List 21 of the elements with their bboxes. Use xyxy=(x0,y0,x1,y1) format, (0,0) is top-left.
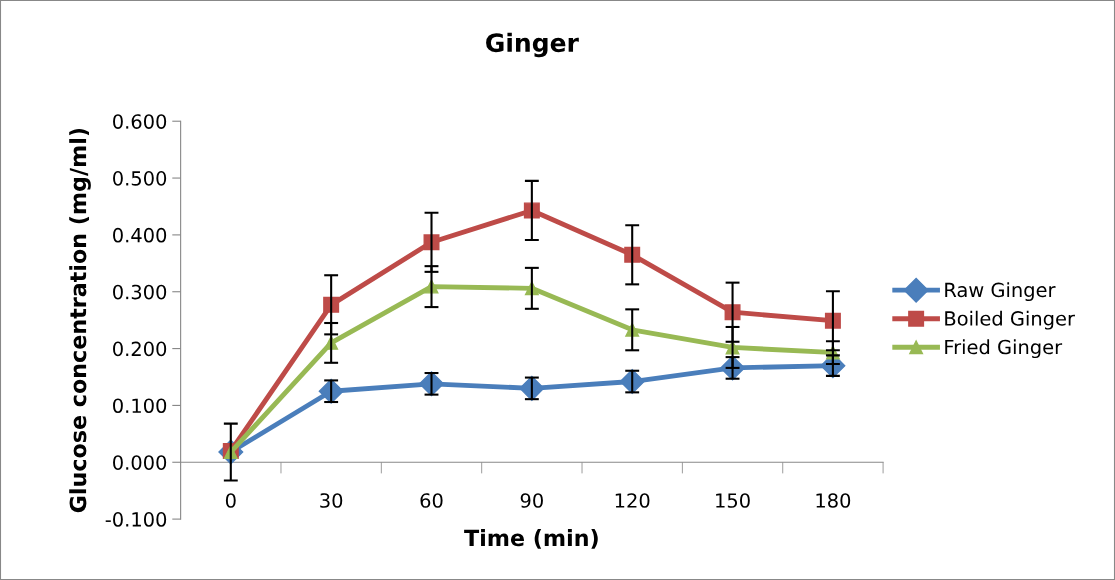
y-tick-label: -0.100 xyxy=(105,512,167,527)
x-tick-label: 120 xyxy=(615,493,650,508)
x-axis-title: Time (min) xyxy=(464,529,598,549)
y-tick-label: 0.200 xyxy=(113,341,167,357)
chart-title: Ginger xyxy=(486,32,579,58)
x-tick-label: 0 xyxy=(225,493,236,508)
x-tick-label: 180 xyxy=(816,493,851,508)
legend-label: Raw Ginger xyxy=(945,282,1056,302)
x-tick-label: 90 xyxy=(520,493,543,508)
y-axis-title: Glucose concentration (mg/ml) xyxy=(69,128,91,513)
y-tick-label: 0.000 xyxy=(113,455,167,470)
y-tick-label: 0.400 xyxy=(113,227,167,243)
x-tick-label: 150 xyxy=(716,493,750,508)
legend-label: Fried Ginger xyxy=(945,339,1063,359)
y-tick-label: 0.600 xyxy=(113,114,167,129)
x-tick-label: 60 xyxy=(420,493,443,508)
y-tick-label: 0.300 xyxy=(113,284,167,300)
legend-label: Boiled Ginger xyxy=(945,310,1075,330)
x-tick-label: 30 xyxy=(320,493,343,508)
y-tick-label: 0.500 xyxy=(113,171,167,186)
y-tick-label: 0.100 xyxy=(113,398,167,414)
